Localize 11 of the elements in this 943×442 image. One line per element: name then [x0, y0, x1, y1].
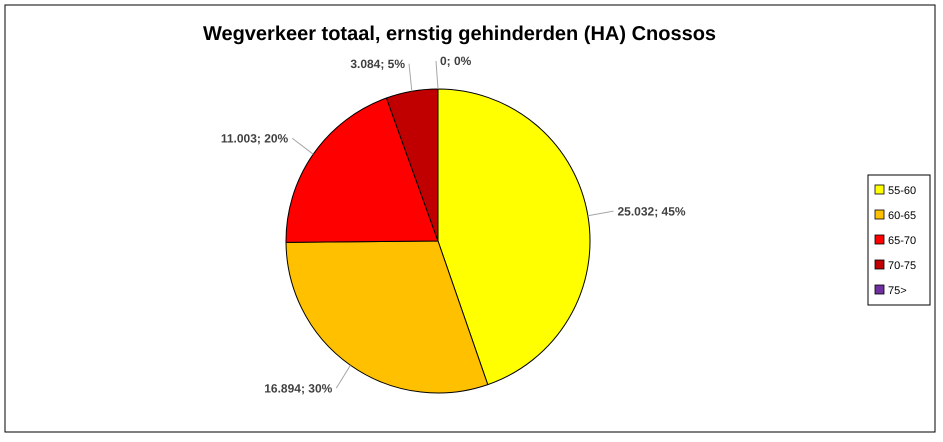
legend-label: 70-75: [888, 260, 916, 272]
data-label: 11.003; 20%: [220, 131, 289, 146]
legend-label: 60-65: [888, 210, 916, 222]
chart-title: Wegverkeer totaal, ernstig gehinderden (HA) Cnossos: [202, 23, 716, 45]
data-label: 3.084; 5%: [350, 56, 406, 71]
data-label: 16.894; 30%: [264, 381, 333, 396]
legend-label: 55-60: [888, 184, 916, 197]
legend-label: 65-70: [888, 234, 916, 247]
data-label: 25.032; 45%: [618, 204, 686, 218]
text: 0; 0%: [440, 54, 472, 68]
legend-label: 75>: [888, 284, 907, 297]
